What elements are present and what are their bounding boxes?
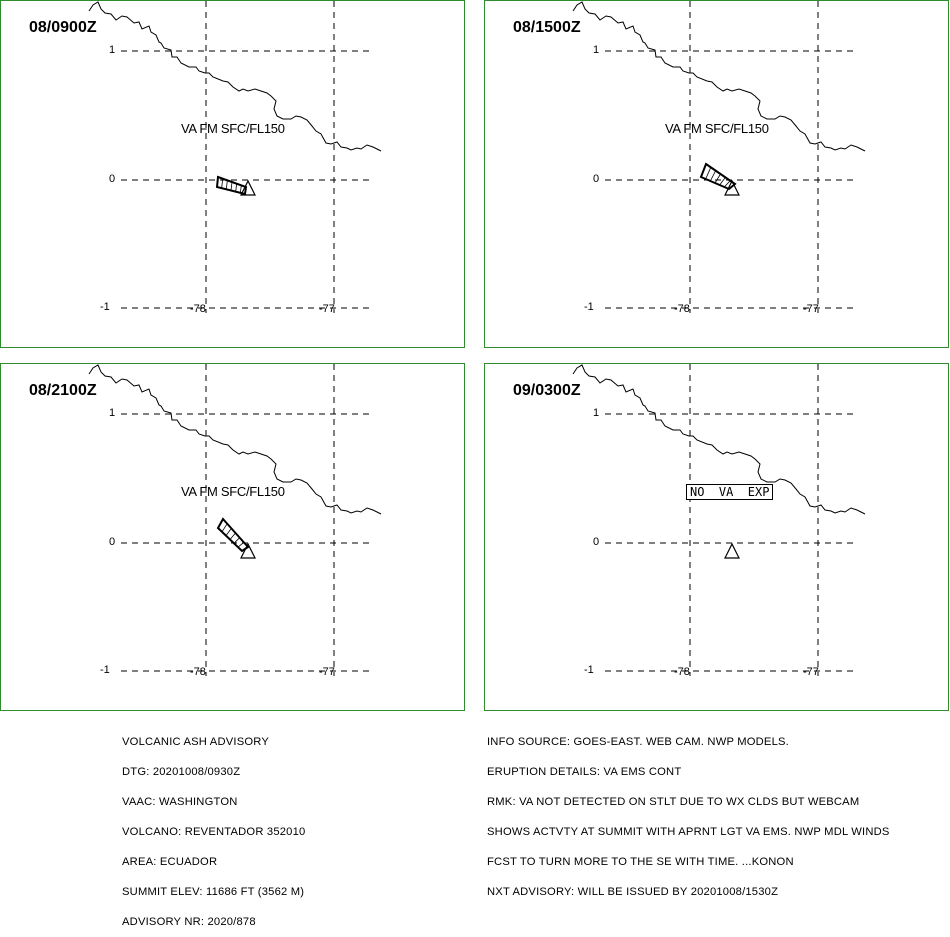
longitude-label: -78 xyxy=(674,666,690,678)
advisory-line: VOLCANIC ASH ADVISORY xyxy=(122,736,269,748)
ash-hatch xyxy=(229,532,236,540)
ash-hatch xyxy=(237,542,245,548)
longitude-label: -77 xyxy=(803,303,819,315)
latitude-label: 0 xyxy=(593,173,600,185)
volcano-icon xyxy=(240,542,256,559)
latitude-label: 1 xyxy=(593,407,600,419)
advisory-left: VOLCANIC ASH ADVISORY DTG: 20201008/0930… xyxy=(122,717,305,937)
map-canvas xyxy=(88,364,382,676)
ash-hatch xyxy=(221,178,224,189)
map-canvas xyxy=(88,1,382,313)
latitude-label: -1 xyxy=(584,301,594,313)
advisory-line: SHOWS ACTVTY AT SUMMIT WITH APRNT LGT VA… xyxy=(487,826,890,838)
ash-hatch xyxy=(705,167,712,180)
ash-layer-label: VA FM SFC/FL150 xyxy=(181,484,285,499)
volcano-icon xyxy=(724,542,740,559)
ash-hatch xyxy=(714,173,721,184)
map-panel-3: 08/2100Z 1 0 -1 -78 -77 VA FM SFC/FL150 xyxy=(0,363,465,711)
forecast-time-label: 08/1500Z xyxy=(513,19,581,36)
advisory-line: RMK: VA NOT DETECTED ON STLT DUE TO WX C… xyxy=(487,796,860,808)
no-ash-expected-label: NO VA EXP xyxy=(686,484,774,500)
advisory-line: VOLCANO: REVENTADOR 352010 xyxy=(122,826,306,838)
ash-hatch xyxy=(225,528,232,536)
ash-hatch xyxy=(724,180,731,188)
longitude-label: -78 xyxy=(190,666,206,678)
ash-layer-label: VA FM SFC/FL150 xyxy=(181,121,285,136)
advisory-line: SUMMIT ELEV: 11686 FT (3562 M) xyxy=(122,886,305,898)
coastline xyxy=(88,1,382,152)
ash-hatch xyxy=(239,185,242,193)
ash-hatch xyxy=(230,181,233,191)
longitude-label: -78 xyxy=(674,303,690,315)
advisory-right: INFO SOURCE: GOES-EAST. WEB CAM. NWP MOD… xyxy=(487,717,890,907)
ash-hatch xyxy=(719,177,726,186)
ash-hatch xyxy=(709,170,717,182)
map-canvas xyxy=(572,1,866,313)
map-panel-2: 08/1500Z 1 0 -1 -78 -77 VA FM SFC/FL150 xyxy=(484,0,949,348)
advisory-line: AREA: ECUADOR xyxy=(122,856,218,868)
latitude-label: 1 xyxy=(109,44,116,56)
ash-hatch xyxy=(233,537,240,544)
map-panel-1: 08/0900Z 1 0 -1 -78 -77 VA FM SFC/FL150 xyxy=(0,0,465,348)
latitude-label: -1 xyxy=(100,664,110,676)
latitude-label: -1 xyxy=(100,301,110,313)
latitude-label: 0 xyxy=(109,536,116,548)
map-canvas xyxy=(572,364,866,676)
latitude-label: 0 xyxy=(109,173,116,185)
latitude-label: -1 xyxy=(584,664,594,676)
advisory-line: FCST TO TURN MORE TO THE SE WITH TIME. .… xyxy=(487,856,794,868)
longitude-label: -77 xyxy=(319,303,335,315)
ash-layer-label: VA FM SFC/FL150 xyxy=(665,121,769,136)
ash-hatch xyxy=(225,180,228,190)
latitude-label: 1 xyxy=(593,44,600,56)
ash-plume-polygon xyxy=(216,517,250,553)
advisory-line: ADVISORY NR: 2020/878 xyxy=(122,916,256,928)
advisory-line: INFO SOURCE: GOES-EAST. WEB CAM. NWP MOD… xyxy=(487,736,789,748)
forecast-time-label: 08/2100Z xyxy=(29,382,97,399)
latitude-label: 0 xyxy=(593,536,600,548)
longitude-label: -78 xyxy=(190,303,206,315)
advisory-line: NXT ADVISORY: WILL BE ISSUED BY 20201008… xyxy=(487,886,779,898)
latitude-label: 1 xyxy=(109,407,116,419)
coastline xyxy=(88,364,382,515)
ash-hatch xyxy=(221,523,228,533)
map-panel-4: 09/0300Z 1 0 -1 -78 -77 NO VA EXP xyxy=(484,363,949,711)
longitude-label: -77 xyxy=(319,666,335,678)
longitude-label: -77 xyxy=(803,666,819,678)
advisory-line: ERUPTION DETAILS: VA EMS CONT xyxy=(487,766,682,778)
forecast-time-label: 09/0300Z xyxy=(513,382,581,399)
ash-hatch xyxy=(235,183,238,192)
advisory-line: VAAC: WASHINGTON xyxy=(122,796,238,808)
forecast-time-label: 08/0900Z xyxy=(29,19,97,36)
coastline xyxy=(572,1,866,152)
coastline xyxy=(572,364,866,515)
advisory-line: DTG: 20201008/0930Z xyxy=(122,766,241,778)
